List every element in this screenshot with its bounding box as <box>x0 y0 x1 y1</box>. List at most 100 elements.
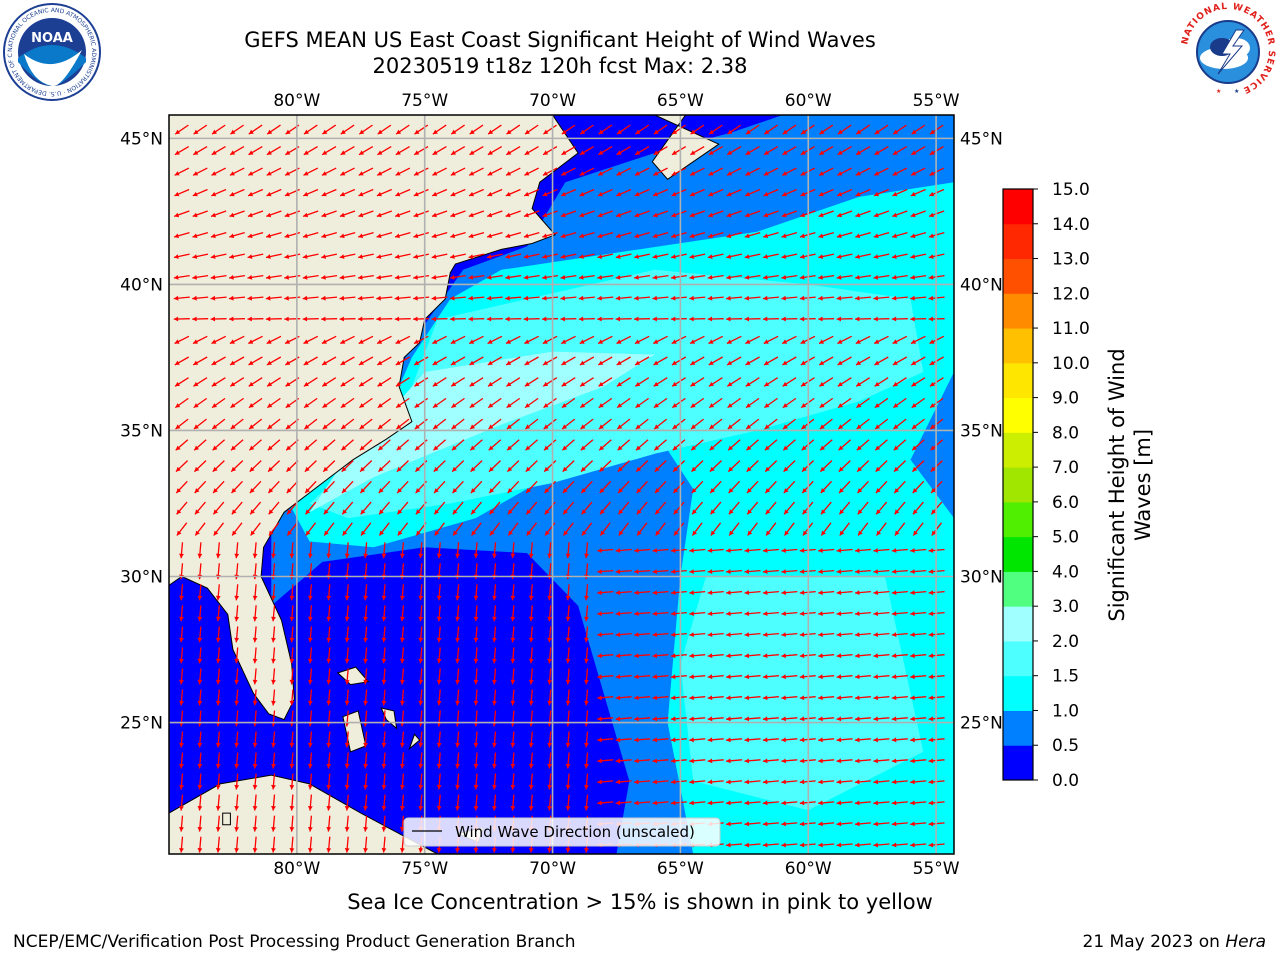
wave-arrow-head <box>618 509 624 515</box>
wave-arrow-head <box>855 695 860 701</box>
wave-arrow-head <box>213 488 218 493</box>
wave-arrow-head <box>617 424 623 429</box>
wave-arrow-head <box>873 611 878 616</box>
wave-arrow-head <box>302 295 308 301</box>
wave-arrow-head <box>266 339 272 344</box>
wave-arrow-head <box>267 129 273 135</box>
wave-arrow-head <box>528 848 534 853</box>
wave-arrow-head <box>821 530 826 536</box>
wave-arrow-head <box>433 424 439 429</box>
wave-arrow-head <box>547 637 553 643</box>
colorbar-tick-label: 12.0 <box>1052 284 1090 304</box>
wave-arrow-head <box>381 595 387 601</box>
wave-arrow-head <box>818 569 823 574</box>
wave-arrow-head <box>418 658 424 664</box>
wave-arrow-head <box>598 150 604 155</box>
wave-arrow-head <box>708 212 714 218</box>
wave-arrow-head <box>376 275 382 280</box>
wave-arrow-head <box>928 254 934 259</box>
wave-arrow-head <box>837 212 842 218</box>
wave-arrow-head <box>929 360 935 365</box>
wave-arrow-head <box>470 445 476 451</box>
wave-arrow-head <box>744 821 750 827</box>
wave-arrow-head <box>873 295 878 301</box>
wave-arrow-head <box>912 488 918 493</box>
wave-arrow-head <box>267 381 273 387</box>
wave-arrow-head <box>781 212 787 218</box>
wave-arrow-head <box>855 171 861 176</box>
wave-arrow-head <box>836 275 842 280</box>
wave-arrow-head <box>707 695 713 701</box>
wave-arrow-head <box>820 445 825 451</box>
wave-arrow-head <box>746 445 752 451</box>
wave-arrow-head <box>910 800 915 806</box>
wave-arrow-head <box>579 233 584 239</box>
wave-arrow-head <box>471 530 477 536</box>
wave-arrow-head <box>744 695 750 701</box>
wave-arrow-head <box>358 275 363 280</box>
land-island <box>408 733 421 751</box>
wave-arrow-head <box>524 191 530 197</box>
wave-arrow-head <box>528 742 534 748</box>
wave-arrow-head <box>910 674 915 680</box>
wave-arrow-head <box>726 695 731 701</box>
wave-arrow-head <box>547 742 553 748</box>
wave-arrow-head <box>545 530 550 536</box>
wave-arrow-head <box>652 716 658 722</box>
wave-arrow-head <box>581 530 587 536</box>
wave-arrow-head <box>252 763 258 769</box>
wave-arrow-head <box>524 381 530 387</box>
wave-arrow-head <box>873 275 879 280</box>
wave-arrow-head <box>565 763 571 769</box>
wave-arrow-head <box>179 848 184 853</box>
wave-arrow-head <box>652 674 658 680</box>
wave-arrow-head <box>229 212 235 218</box>
wave-arrow-head <box>634 779 639 785</box>
wave-arrow-head <box>634 737 639 743</box>
wave-arrow-head <box>838 445 844 451</box>
colorbar-segment <box>1003 362 1033 399</box>
wave-arrow-head <box>195 509 200 515</box>
wave-arrow-head <box>598 171 604 176</box>
wave-arrow-head <box>542 191 548 197</box>
wave-arrow-head <box>819 360 825 365</box>
wave-arrow-head <box>910 569 915 574</box>
wave-arrow-head <box>655 509 660 515</box>
wave-arrow-head <box>801 403 807 408</box>
wave-arrow-head <box>267 403 273 408</box>
wave-arrow-head <box>321 339 327 344</box>
wave-arrow-head <box>819 171 824 176</box>
wave-arrow-head <box>781 716 786 722</box>
wave-arrow-head <box>363 784 368 790</box>
wave-arrow-head <box>321 254 327 259</box>
wave-arrow-head <box>487 339 493 344</box>
wave-arrow-head <box>617 445 623 451</box>
wave-arrow-head <box>652 275 658 280</box>
wave-arrow-head <box>653 150 659 155</box>
wave-arrow-head <box>818 653 823 659</box>
wave-arrow-head <box>855 758 860 764</box>
wave-arrow-head <box>726 758 731 764</box>
wave-arrow-head <box>506 360 512 365</box>
wave-arrow-head <box>839 509 844 515</box>
wave-arrow-head <box>413 233 419 239</box>
lat-tick-right: 45°N <box>960 129 1003 149</box>
wave-arrow-head <box>726 611 731 616</box>
wave-arrow-head <box>873 653 878 659</box>
wave-arrow-head <box>708 339 714 344</box>
wave-arrow-head <box>707 779 713 785</box>
wave-arrow-head <box>634 569 639 574</box>
wave-arrow-head <box>579 339 585 344</box>
wave-arrow-head <box>728 509 734 515</box>
wave-arrow-head <box>615 569 621 574</box>
wave-arrow-head <box>323 509 329 515</box>
wave-arrow-head <box>542 275 547 280</box>
wave-arrow-head <box>615 716 621 722</box>
wave-arrow-head <box>418 595 424 601</box>
wave-arrow-head <box>413 275 418 280</box>
wave-arrow-head <box>652 590 658 595</box>
wave-arrow-head <box>492 679 497 685</box>
wave-arrow-head <box>308 616 313 622</box>
wave-arrow-head <box>928 758 934 764</box>
wave-arrow-head <box>636 509 642 515</box>
